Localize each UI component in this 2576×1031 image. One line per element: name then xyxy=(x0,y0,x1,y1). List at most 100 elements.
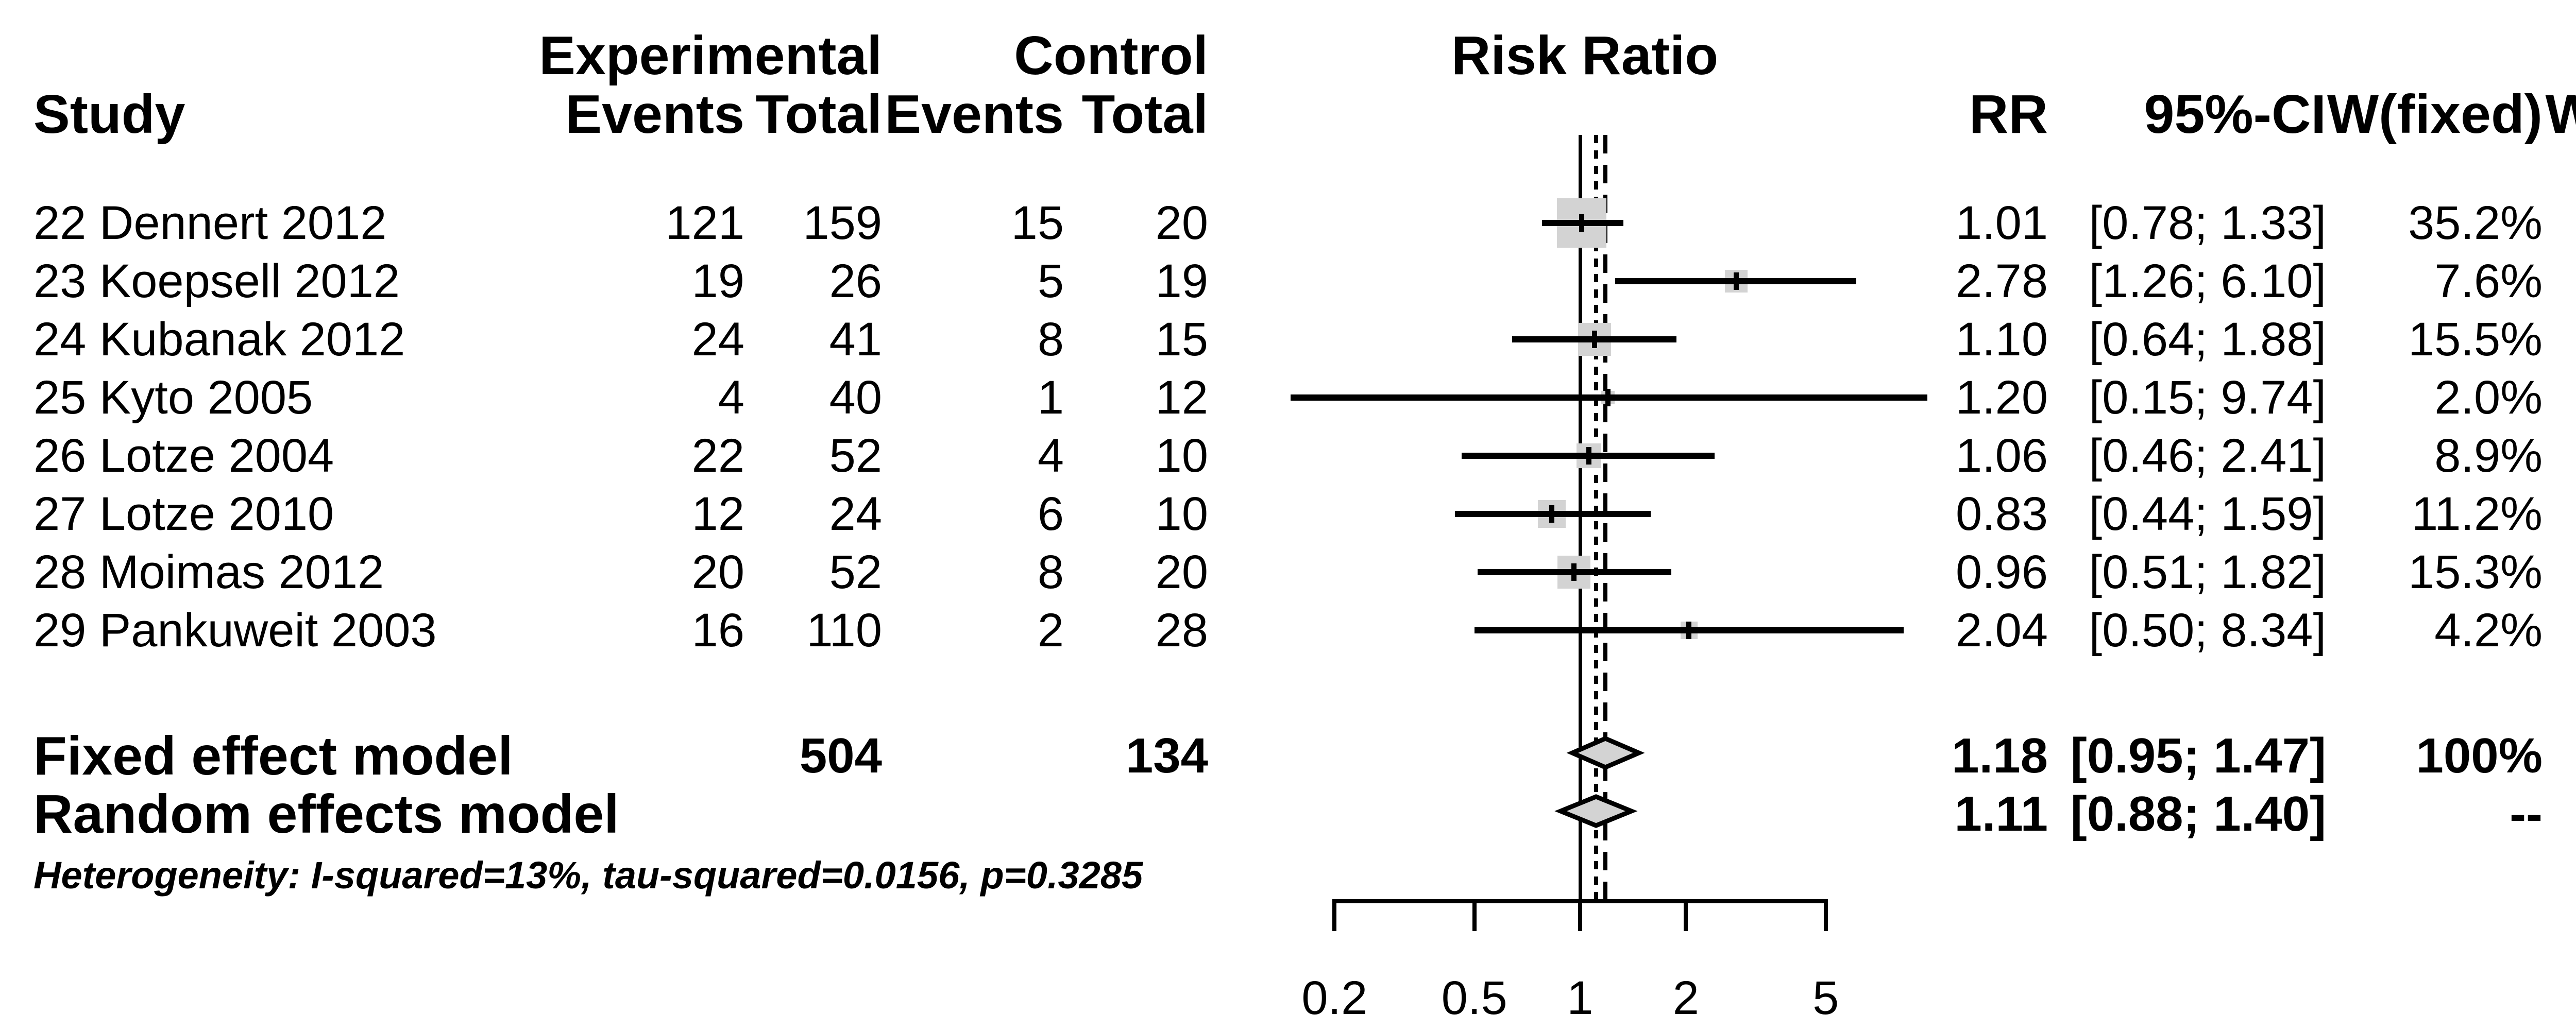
point-estimate-tick xyxy=(1549,505,1554,523)
w-random-cell: 1.2% xyxy=(2473,371,2576,424)
ci-sum-cell: [0.88; 1.40] xyxy=(2070,786,2326,841)
axis-tick-label: 0.5 xyxy=(1441,972,1507,1024)
axis-tick-label: 5 xyxy=(1812,972,1839,1024)
point-estimate-tick xyxy=(1592,331,1598,348)
rr-cell: 0.83 xyxy=(1955,488,2048,540)
axis-tick xyxy=(1332,899,1337,931)
exp-total-sum-cell: 504 xyxy=(799,728,882,783)
exp-events-cell: 19 xyxy=(691,255,744,307)
study-label: 22 Dennert 2012 xyxy=(33,197,387,249)
w-fixed-cell: 35.2% xyxy=(2408,197,2543,249)
ctrl-events-cell: 8 xyxy=(1037,546,1064,598)
ctrl-total-cell: 19 xyxy=(1155,255,1208,307)
col-header-ctrl-events: Events xyxy=(885,84,1064,145)
w-random-cell: 41.7% xyxy=(2473,196,2576,250)
w-fixed-sum-cell: -- xyxy=(2510,786,2543,841)
reference-line-1 xyxy=(1578,135,1582,931)
rr-cell: 1.06 xyxy=(1955,429,2048,482)
w-random-cell: 7.4% xyxy=(2473,429,2576,483)
rr-cell: 1.20 xyxy=(1955,371,2048,424)
col-header-ctrl-total: Total xyxy=(1081,84,1208,145)
ctrl-events-cell: 2 xyxy=(1037,604,1064,657)
plot-title: Risk Ratio xyxy=(1451,25,1719,86)
w-random-cell: 8.1% xyxy=(2473,254,2576,308)
rr-sum-cell: 1.11 xyxy=(1954,786,2048,841)
exp-total-cell: 52 xyxy=(829,546,882,598)
ci-cell: [0.44; 1.59] xyxy=(2089,488,2326,540)
ci-cell: [0.50; 8.34] xyxy=(2089,604,2326,657)
exp-events-cell: 12 xyxy=(691,488,744,540)
ci-cell: [0.15; 9.74] xyxy=(2089,371,2326,424)
axis-tick-label: 2 xyxy=(1672,972,1699,1024)
ctrl-events-cell: 15 xyxy=(1011,197,1064,249)
exp-events-cell: 24 xyxy=(691,313,744,366)
study-label: 29 Pankuweit 2003 xyxy=(33,604,437,657)
col-header-study: Study xyxy=(33,84,185,145)
study-label: 25 Kyto 2005 xyxy=(33,371,313,424)
w-fixed-cell: 15.5% xyxy=(2408,313,2543,366)
w-random-cell: 15.6% xyxy=(2473,313,2576,366)
axis-tick xyxy=(1823,899,1828,931)
ctrl-events-cell: 4 xyxy=(1037,429,1064,482)
rr-sum-cell: 1.18 xyxy=(1952,728,2048,783)
rr-cell: 1.10 xyxy=(1955,313,2048,366)
rr-cell: 2.04 xyxy=(1955,604,2048,657)
study-label: 23 Koepsell 2012 xyxy=(33,255,400,307)
ci-sum-cell: [0.95; 1.47] xyxy=(2070,728,2326,783)
ctrl-total-cell: 10 xyxy=(1155,429,1208,482)
w-random-cell: 2.7% xyxy=(2473,604,2576,657)
ci-cell: [0.51; 1.82] xyxy=(2089,546,2326,598)
exp-total-cell: 52 xyxy=(829,429,882,482)
exp-events-cell: 22 xyxy=(691,429,744,482)
w-fixed-cell: 4.2% xyxy=(2434,604,2543,657)
rr-cell: 0.96 xyxy=(1955,546,2048,598)
exp-total-cell: 40 xyxy=(829,371,882,424)
ctrl-total-cell: 20 xyxy=(1155,546,1208,598)
ci-cell: [0.46; 2.41] xyxy=(2089,429,2326,482)
w-fixed-cell: 11.2% xyxy=(2411,488,2543,540)
ctrl-total-sum-cell: 134 xyxy=(1125,728,1208,783)
axis-tick xyxy=(1578,899,1582,931)
exp-total-cell: 159 xyxy=(803,197,883,249)
ci-cell: [0.78; 1.33] xyxy=(2089,197,2326,249)
ctrl-events-cell: 6 xyxy=(1037,488,1064,540)
w-fixed-cell: 2.0% xyxy=(2434,371,2543,424)
col-header-ci: 95%-CI xyxy=(2144,84,2326,145)
axis-tick-label: 1 xyxy=(1567,972,1594,1024)
w-fixed-sum-cell: 100% xyxy=(2416,728,2543,783)
random-effect-label: Random effects model xyxy=(33,784,619,845)
point-estimate-tick xyxy=(1579,214,1584,232)
point-estimate-tick xyxy=(1605,389,1611,406)
col-header-w-random: W(random) xyxy=(2545,84,2576,145)
study-label: 26 Lotze 2004 xyxy=(33,429,334,482)
col-header-experimental: Experimental xyxy=(539,25,882,86)
exp-events-cell: 121 xyxy=(665,197,745,249)
exp-total-cell: 26 xyxy=(829,255,882,307)
ci-cell: [0.64; 1.88] xyxy=(2089,313,2326,366)
col-header-exp-events: Events xyxy=(565,84,744,145)
exp-events-cell: 16 xyxy=(691,604,744,657)
col-header-control: Control xyxy=(1014,25,1208,86)
ctrl-total-cell: 28 xyxy=(1155,604,1208,657)
pooled-estimate-dashed-line xyxy=(1594,135,1598,899)
point-estimate-tick xyxy=(1571,563,1577,581)
col-header-w-fixed: W(fixed) xyxy=(2327,84,2543,145)
ctrl-total-cell: 15 xyxy=(1155,313,1208,366)
ctrl-events-cell: 8 xyxy=(1037,313,1064,366)
w-fixed-cell: 8.9% xyxy=(2434,429,2543,482)
ctrl-total-cell: 12 xyxy=(1155,371,1208,424)
rr-cell: 1.01 xyxy=(1955,197,2048,249)
ctrl-total-cell: 10 xyxy=(1155,488,1208,540)
study-label: 27 Lotze 2010 xyxy=(33,488,334,540)
heterogeneity-note: Heterogeneity: I-squared=13%, tau-square… xyxy=(33,854,1143,897)
study-label: 28 Moimas 2012 xyxy=(33,546,384,598)
axis-tick-label: 0.2 xyxy=(1301,972,1368,1024)
col-header-rr: RR xyxy=(1969,84,2048,145)
axis-tick xyxy=(1684,899,1688,931)
exp-events-cell: 20 xyxy=(691,546,744,598)
ctrl-events-cell: 5 xyxy=(1037,255,1064,307)
rr-cell: 2.78 xyxy=(1955,255,2048,307)
pooled-estimate-dashed-line xyxy=(1603,135,1608,899)
w-fixed-cell: 7.6% xyxy=(2434,255,2543,307)
ctrl-total-cell: 20 xyxy=(1155,197,1208,249)
